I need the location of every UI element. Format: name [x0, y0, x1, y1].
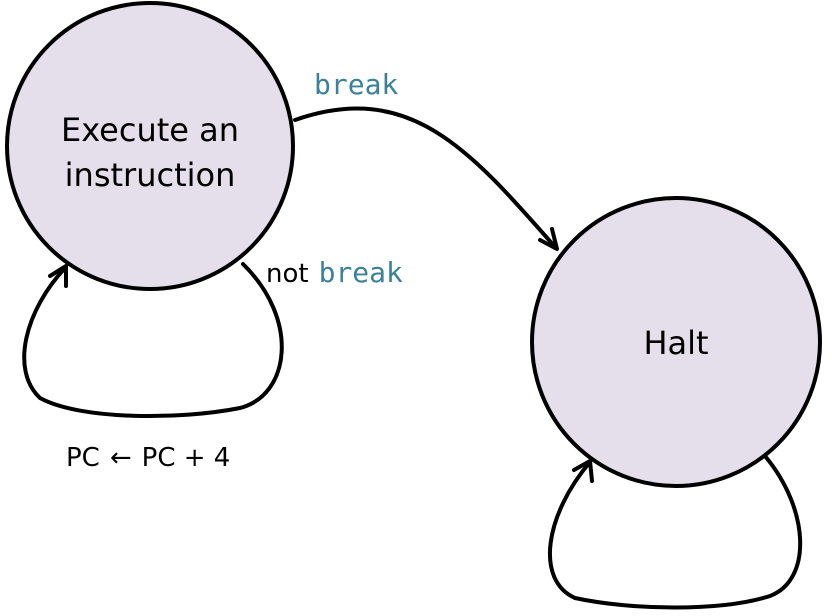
execute-node-label-line2: instruction	[65, 156, 236, 194]
pc-update-label: PC ← PC + 4	[66, 443, 230, 473]
halt-self-loop-arrowhead	[572, 459, 594, 483]
halt-self-loop	[547, 454, 803, 610]
halt-node-label: Halt	[643, 324, 708, 362]
pc-update-left: PC	[66, 443, 100, 473]
pc-update-arrow: ←	[110, 443, 132, 473]
execute-self-loop-arrowhead	[48, 264, 68, 288]
break-transition-arrowhead	[538, 227, 559, 251]
not-break-prefix: not	[266, 259, 309, 289]
break-transition-label: break	[314, 68, 398, 101]
break-transition-edge	[293, 106, 558, 250]
execute-node-label-line1: Execute an	[61, 111, 239, 149]
halt-node	[530, 196, 822, 488]
not-break-code: break	[319, 256, 403, 289]
not-break-label: not break	[266, 256, 403, 289]
pc-update-right: PC + 4	[142, 443, 231, 473]
execute-node	[5, 1, 295, 291]
execute-self-loop	[22, 262, 284, 418]
